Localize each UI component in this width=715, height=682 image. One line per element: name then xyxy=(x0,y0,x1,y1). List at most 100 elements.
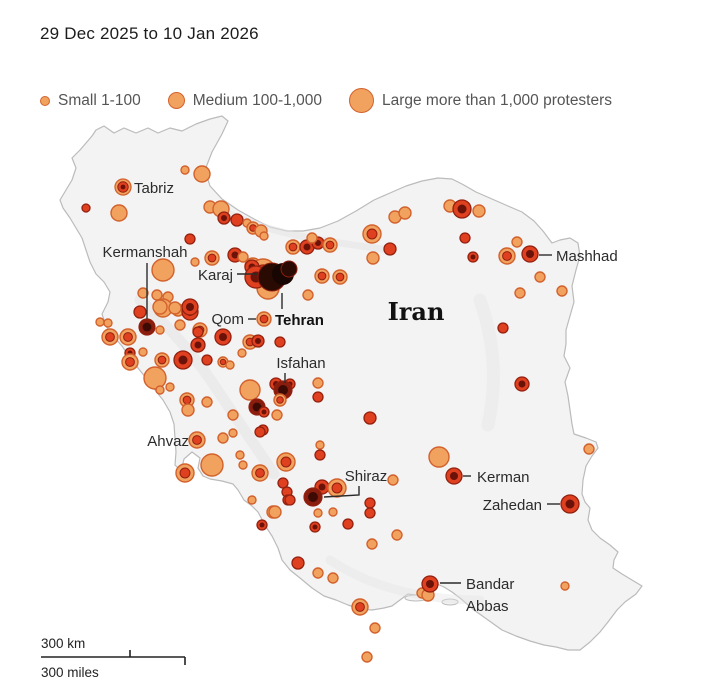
protest-dot xyxy=(312,567,324,579)
protest-dot xyxy=(518,380,526,388)
protest-dot xyxy=(219,333,227,341)
city-label-isfahan: Isfahan xyxy=(276,355,325,372)
city-label-kermanshah: Kermanshah xyxy=(102,244,187,261)
legend-label-large: Large more than 1,000 protesters xyxy=(381,91,613,109)
protest-dot xyxy=(383,242,397,256)
protest-dot xyxy=(151,289,163,301)
protest-dot xyxy=(366,538,378,550)
large-circle-icon xyxy=(348,88,374,113)
map-title: 29 Dec 2025 to 10 Jan 2026 xyxy=(40,24,259,43)
protest-dot xyxy=(271,409,283,421)
protest-dot xyxy=(217,432,229,444)
protest-dot xyxy=(168,301,182,315)
protest-dot xyxy=(182,395,192,405)
protest-dot xyxy=(342,518,354,530)
protest-dot xyxy=(186,303,194,311)
terrain-shading xyxy=(325,555,485,605)
protest-dot xyxy=(181,403,195,417)
protest-dot xyxy=(221,215,227,221)
small-circle-icon xyxy=(40,95,50,106)
protest-dot xyxy=(565,499,575,509)
protest-dot xyxy=(534,271,546,283)
protest-dot xyxy=(457,204,467,214)
protest-dot xyxy=(239,379,261,401)
protest-dot xyxy=(315,240,321,246)
protest-dot xyxy=(387,474,399,486)
legend-item-small: Small 1-100 xyxy=(40,92,141,110)
protest-dot xyxy=(219,358,227,366)
protest-dot xyxy=(268,505,282,519)
protest-dot xyxy=(133,305,147,319)
protest-dot xyxy=(308,492,318,502)
protest-dot xyxy=(103,318,113,328)
protest-dot xyxy=(178,355,188,365)
protest-dot xyxy=(303,243,311,251)
city-label-tabriz: Tabriz xyxy=(134,180,174,197)
city-label-karaj: Karaj xyxy=(198,267,233,284)
scale-bar-line xyxy=(41,650,186,665)
protest-dot xyxy=(291,556,305,570)
protest-dot xyxy=(110,204,128,222)
protest-dot xyxy=(470,254,476,260)
protest-dot xyxy=(254,426,266,438)
protest-dot xyxy=(355,602,365,612)
protest-dot xyxy=(459,232,471,244)
legend-item-large: Large more than 1,000 protesters xyxy=(348,88,613,113)
protest-dot xyxy=(143,366,167,390)
city-label-zahedan: Zahedan xyxy=(483,497,542,514)
leader-line-shiraz xyxy=(323,486,360,498)
protest-dot xyxy=(314,449,326,461)
protest-dot xyxy=(105,332,115,342)
protest-dot xyxy=(364,507,376,519)
protest-dot xyxy=(120,184,126,190)
city-label-kerman: Kerman xyxy=(477,469,530,486)
protest-dot xyxy=(312,524,318,530)
protest-dot xyxy=(200,453,224,477)
protest-dot xyxy=(318,483,326,491)
protest-dot xyxy=(261,409,267,415)
city-label-bandar: Bandar xyxy=(466,576,514,593)
protest-dot xyxy=(180,165,190,175)
scale-km-label: 300 km xyxy=(41,636,85,651)
protest-dot xyxy=(426,580,434,588)
protest-dot xyxy=(472,204,486,218)
protest-dot xyxy=(228,428,238,438)
legend-label-small: Small 1-100 xyxy=(58,91,141,109)
protest-dot xyxy=(276,396,284,404)
protest-dot xyxy=(280,456,292,468)
scale-miles-label: 300 miles xyxy=(41,665,99,680)
protest-dot xyxy=(398,206,412,220)
city-label-abbas: Abbas xyxy=(466,598,509,615)
protest-dot xyxy=(560,581,570,591)
protest-dot xyxy=(259,522,265,528)
protest-dot xyxy=(95,317,105,327)
protest-dot xyxy=(278,385,288,395)
protest-dot xyxy=(235,450,245,460)
protest-dot xyxy=(284,494,296,506)
island-shape xyxy=(441,598,459,606)
protest-dot xyxy=(231,251,239,259)
protest-dot xyxy=(280,260,298,278)
protest-dot xyxy=(331,482,343,494)
protest-dot xyxy=(137,287,149,299)
protest-dot xyxy=(369,622,381,634)
protest-dot xyxy=(327,572,339,584)
protest-dot xyxy=(194,341,202,349)
protest-dot xyxy=(502,251,512,261)
protest-dot xyxy=(157,355,167,365)
protest-dot xyxy=(277,477,289,489)
scale-bar: 300 km 300 miles xyxy=(41,636,186,680)
protest-dot xyxy=(511,236,523,248)
protest-dot xyxy=(497,322,509,334)
protest-dot xyxy=(123,332,133,342)
protest-dot xyxy=(366,228,378,240)
protest-dot xyxy=(302,289,314,301)
protest-dot xyxy=(325,240,335,250)
city-label-mashhad: Mashhad xyxy=(556,248,618,265)
protest-dots xyxy=(81,165,595,663)
protest-dot xyxy=(556,285,568,297)
protest-dot xyxy=(238,460,248,470)
protest-dot xyxy=(514,287,526,299)
protest-dot xyxy=(317,271,327,281)
protest-dot xyxy=(583,443,595,455)
